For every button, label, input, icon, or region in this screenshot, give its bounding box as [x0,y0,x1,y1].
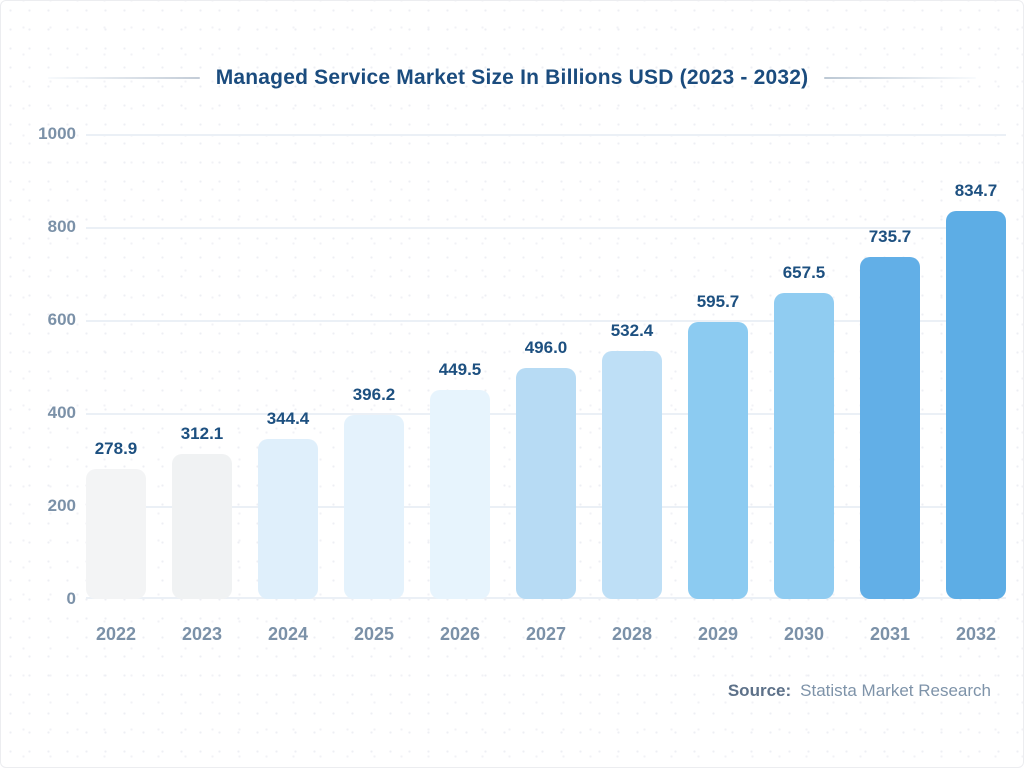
x-axis-label: 2028 [611,624,653,644]
chart-header: Managed Service Market Size In Billions … [1,63,1023,93]
x-axis-label: 2022 [95,624,137,644]
bar-value-label: 834.7 [954,181,998,200]
bar-column-2026: 449.5 2026 [430,134,490,644]
title-decorative-line-right [824,77,977,79]
bar-2026 [430,390,490,599]
gridline [86,227,1006,229]
x-axis-label: 2031 [869,624,911,644]
bar-value-label: 657.5 [782,263,826,282]
x-axis-label: 2023 [181,624,223,644]
bar-value-label: 396.2 [352,385,396,404]
bar-column-2025: 396.2 2025 [344,134,404,644]
bar-2028 [602,351,662,599]
bar-column-2027: 496.0 2027 [516,134,576,644]
bar-column-2024: 344.4 2024 [258,134,318,644]
bar-value-label: 312.1 [180,424,224,443]
x-axis-label: 2032 [955,624,997,644]
y-axis-label: 1000 [38,124,76,143]
bar-2030 [774,293,834,599]
bar-column-2032: 834.7 2032 [946,134,1006,644]
y-axis-label: 600 [47,310,76,329]
y-axis-label: 400 [47,403,76,422]
bar-column-2031: 735.7 2031 [860,134,920,644]
x-axis-label: 2029 [697,624,739,644]
bar-value-label: 496.0 [524,338,568,357]
x-axis-label: 2026 [439,624,481,644]
x-axis-label: 2027 [525,624,567,644]
bar-value-label: 735.7 [868,227,912,246]
title-decorative-line-left [47,77,200,79]
bar-chart: 0 200 400 600 800 1000 278.9 2022 312.1 2023 344.… [1,111,1023,671]
bar-2023 [172,454,232,599]
gridline [86,320,1006,322]
bar-column-2022: 278.9 2022 [86,134,146,644]
bar-column-2028: 532.4 2028 [602,134,662,644]
x-axis-label: 2025 [353,624,395,644]
y-axis-label: 800 [47,217,76,236]
source-label: Source: [727,681,792,700]
x-axis-label: 2030 [783,624,825,644]
gridline [86,134,1006,136]
bar-2027 [516,368,576,599]
bar-2031 [860,257,920,599]
bar-value-label: 344.4 [266,409,310,428]
bar-2025 [344,415,404,599]
bar-column-2030: 657.5 2030 [774,134,834,644]
bar-value-label: 595.7 [696,292,740,311]
bar-2029 [688,322,748,599]
y-axis-label: 0 [66,589,76,608]
x-axis-label: 2024 [267,624,309,644]
bar-2024 [258,439,318,599]
bar-2032 [946,211,1006,599]
chart-title: Managed Service Market Size In Billions … [215,66,809,89]
plot-area: 278.9 2022 312.1 2023 344.4 2024 396.2 2025 449.… [86,134,1006,644]
bar-value-label: 278.9 [94,439,138,458]
bar-2022 [86,469,146,599]
source-value: Statista Market Research [800,681,991,700]
bar-column-2029: 595.7 2029 [688,134,748,644]
bar-value-label: 532.4 [610,321,654,340]
bar-value-label: 449.5 [438,360,482,379]
bar-column-2023: 312.1 2023 [172,134,232,644]
source-attribution: Source: Statista Market Research [728,681,991,701]
y-axis-label: 200 [47,496,76,515]
